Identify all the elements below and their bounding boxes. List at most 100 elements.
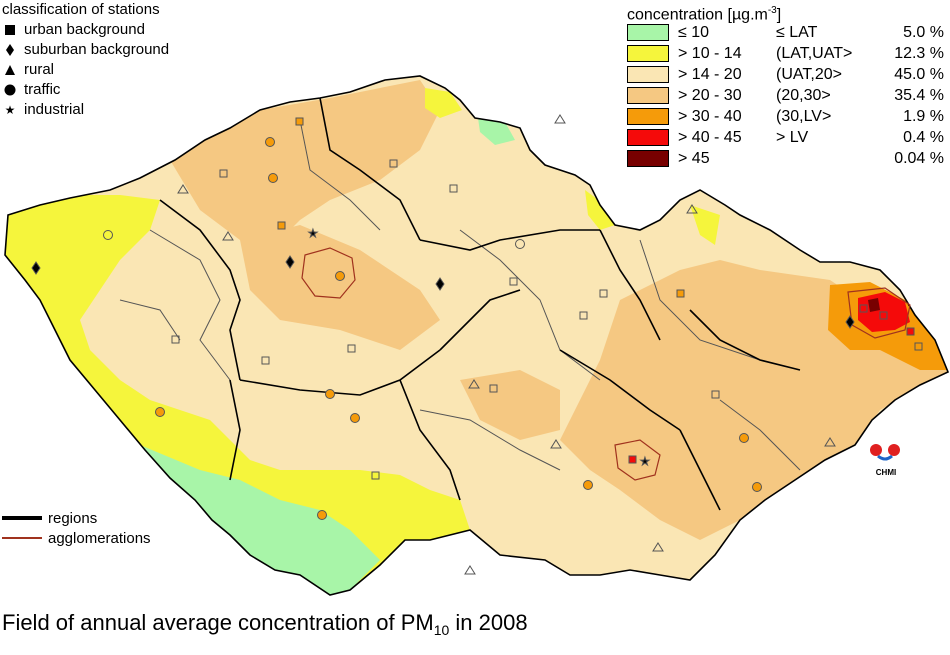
- square-icon: [2, 24, 18, 36]
- triangle-icon: [2, 64, 18, 76]
- legend-item-urban: urban background: [2, 20, 169, 40]
- region-border: [419, 229, 600, 251]
- class-label: (LAT,UAT>: [776, 44, 853, 62]
- station-circle: [317, 510, 327, 520]
- station-square: [509, 277, 518, 286]
- diamond-icon: [2, 43, 18, 57]
- station-circle: [515, 239, 525, 249]
- station-triangle: [686, 204, 698, 214]
- color-swatch: [627, 87, 669, 104]
- share-label: 0.04 %: [894, 149, 944, 167]
- station-square: [906, 327, 915, 336]
- concentration-class-row: > 20 - 30 (20,30> 35.4 %: [627, 85, 949, 106]
- legend-label: traffic: [24, 81, 61, 98]
- station-square: [171, 335, 180, 344]
- concentration-class-row: ≤ 10 ≤ LAT 5.0 %: [627, 22, 949, 43]
- station-triangle: [468, 379, 480, 389]
- station-triangle: [824, 437, 836, 447]
- station-square: [676, 289, 685, 298]
- station-square: [295, 117, 304, 126]
- region-border: [319, 97, 421, 241]
- map-caption: Field of annual average concentration of…: [2, 610, 528, 638]
- zone-under-10-sumava: [140, 445, 380, 595]
- station-diamond: [435, 277, 445, 291]
- region-border: [229, 379, 241, 481]
- share-label: 5.0 %: [903, 23, 944, 41]
- range-label: > 45: [678, 149, 710, 167]
- station-circle: [583, 480, 593, 490]
- station-triangle: [652, 542, 664, 552]
- zone-20-30-central: [460, 370, 560, 440]
- region-border: [439, 289, 521, 351]
- zone-10-14-east: [690, 205, 720, 245]
- district-borders: [119, 119, 801, 471]
- class-label: (20,30>: [776, 86, 831, 104]
- station-star: ★: [308, 227, 318, 240]
- legend-item-industrial: ★ industrial: [2, 100, 169, 120]
- region-border: [399, 379, 461, 501]
- caption-end: in 2008: [449, 610, 528, 635]
- color-swatch: [627, 108, 669, 125]
- legend-label: urban background: [24, 21, 145, 38]
- station-square: [599, 289, 608, 298]
- station-triangle: [554, 114, 566, 124]
- station-circle: [335, 271, 345, 281]
- zone-over-45: [868, 298, 880, 312]
- legend-label: agglomerations: [48, 529, 151, 547]
- concentration-legend-title: concentration [µg.m-3]: [627, 0, 949, 24]
- class-label: ≤ LAT: [776, 23, 818, 41]
- station-square: [389, 159, 398, 168]
- region-border: [559, 349, 681, 431]
- concentration-class-row: > 45 0.04 %: [627, 148, 949, 169]
- color-swatch: [627, 45, 669, 62]
- caption-sub: 10: [433, 622, 450, 638]
- legend-item-regions: regions: [2, 508, 151, 528]
- region-border: [599, 229, 661, 341]
- zone-10-14-north: [425, 88, 462, 118]
- station-square: [579, 311, 588, 320]
- region-border: [239, 349, 441, 396]
- country-border: [4, 75, 950, 596]
- station-circle: [739, 433, 749, 443]
- legend-item-rural: rural: [2, 60, 169, 80]
- title-end: ]: [776, 6, 782, 24]
- region-border: [159, 199, 241, 381]
- agglomeration-brno: [614, 439, 661, 481]
- chmi-logo-icon: [870, 444, 900, 461]
- range-label: > 20 - 30: [678, 86, 742, 104]
- station-square: [347, 344, 356, 353]
- legend-item-agglomerations: agglomerations: [2, 528, 151, 548]
- regions-line-sample: [2, 516, 42, 520]
- station-triangle: [464, 565, 476, 575]
- concentration-class-row: > 40 - 45 > LV 0.4 %: [627, 127, 949, 148]
- class-label: > LV: [776, 128, 809, 146]
- station-markers: ★ ★: [31, 114, 923, 575]
- station-circle: [325, 389, 335, 399]
- color-swatch: [627, 24, 669, 41]
- logo-text: CHMI: [875, 468, 897, 477]
- range-label: > 30 - 40: [678, 107, 742, 125]
- station-circle: [268, 173, 278, 183]
- legend-label: suburban background: [24, 41, 170, 58]
- station-circle: [155, 407, 165, 417]
- stations-legend-title: classification of stations: [2, 1, 160, 18]
- station-square: [859, 304, 868, 313]
- station-square: [914, 342, 923, 351]
- station-diamond: [31, 261, 41, 275]
- legend-label: rural: [24, 61, 55, 78]
- region-borders: [4, 75, 950, 596]
- class-label: (UAT,20>: [776, 65, 842, 83]
- concentration-legend: concentration [µg.m-3] ≤ 10 ≤ LAT 5.0 % > 1…: [627, 0, 949, 169]
- share-label: 0.4 %: [903, 128, 944, 146]
- region-border: [679, 429, 721, 511]
- concentration-class-row: > 30 - 40 (30,LV> 1.9 %: [627, 106, 949, 127]
- station-triangle: [550, 439, 562, 449]
- station-square: [261, 356, 270, 365]
- legend-label: industrial: [24, 101, 85, 118]
- station-circle: [103, 230, 113, 240]
- station-diamond: [285, 255, 295, 269]
- station-circle: [752, 482, 762, 492]
- station-triangle: [177, 184, 189, 194]
- caption-main: Field of annual average concentration of…: [2, 610, 434, 635]
